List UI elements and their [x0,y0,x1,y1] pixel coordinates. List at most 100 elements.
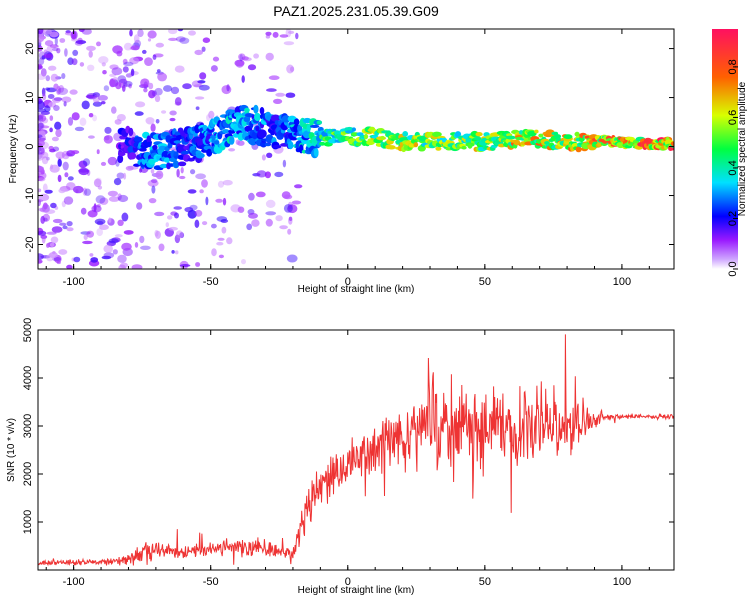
spectrogram-speckle [182,83,192,90]
spectrogram-speckle [174,234,181,244]
spectrogram-speckle [189,204,198,211]
spectrogram-speckle [150,123,156,132]
spectrogram-speckle [137,29,144,38]
spectrogram-speckle [52,47,59,52]
spectrogram-speckle [56,47,61,54]
spectrogram-speckle [283,204,293,213]
spectrogram-speckle [197,80,206,84]
spectrogram-speckle [81,100,90,110]
spectrogram-speckle [283,194,293,200]
colorbar-label: Normalized spectral amplitude [737,81,748,216]
spectrogram-speckle [180,167,184,174]
spectrogram-speckle [92,101,102,107]
spectrogram-blob [538,133,544,138]
spectrogram-speckle [256,170,267,178]
spectrogram-speckle [94,218,106,225]
spectrogram-speckle [109,64,119,70]
spectrogram-speckle [179,37,190,44]
spectrogram-speckle [234,59,245,67]
spectrogram-speckle [157,72,168,82]
figure-title: PAZ1.2025.231.05.39.G09 [273,3,439,19]
spectrogram-speckle [247,64,257,71]
spectrogram-speckle [102,70,107,75]
spectrogram-speckle [123,80,133,87]
spectrogram-speckle [190,169,196,175]
spectrogram-speckle [121,212,129,222]
spectrogram-speckle [38,42,42,50]
spectrogram-speckle [275,92,286,97]
spectrogram-speckle [74,40,83,46]
spectrogram-speckle [115,82,122,90]
spectrogram-blob [148,158,156,165]
spectrogram-speckle [221,85,232,95]
spectrogram-speckle [123,172,127,180]
spectrogram-speckle [78,167,90,176]
spectrogram-speckle [54,36,58,46]
spectrogram-speckle [48,65,57,71]
spectrogram-speckle [139,235,145,244]
spectrogram-speckle [139,168,143,173]
spectrogram-speckle [78,160,88,169]
spectrogram-speckle [286,254,298,263]
spectrogram-blob [163,157,171,163]
spectrogram-speckle [226,237,233,245]
spectrogram-speckle [221,226,227,234]
spectrogram-speckle [62,225,68,230]
spectrogram-speckle [103,252,115,259]
spectrogram-speckle [38,121,45,131]
spectrogram-blob [355,142,362,147]
spectrogram-speckle [96,228,103,237]
spectrogram-speckle [38,122,44,130]
spectrogram-speckle [72,185,84,194]
spectrogram-speckle [174,250,179,255]
spectrogram-speckle [163,85,173,92]
spectrogram-speckle [123,230,134,235]
colorbar: 0.0 0.2 0.4 0.6 0.8 Normalized spectral ampl… [712,29,748,277]
spectrogram-speckle [241,259,246,265]
spectrogram-xlabel: Height of straight line (km) [298,284,415,295]
spectrogram-speckle [118,78,128,85]
spectrogram-speckle [151,178,158,184]
x-tick-label: 0 [345,276,351,288]
spectrogram-blob [363,133,369,140]
spectrogram-speckle [38,115,44,122]
spectrogram-speckle [108,238,119,244]
spectrogram-speckle [38,207,46,212]
spectrogram-speckle [154,211,165,217]
spectrogram-speckle [64,172,69,178]
spectrogram-speckle [177,29,184,32]
spectrogram-speckle [40,147,45,156]
spectrogram-blob [270,114,281,122]
spectrogram-speckle [91,205,102,213]
spectrogram-speckle [103,244,113,253]
spectrogram-speckle [107,156,118,166]
spectrogram-speckle [48,145,54,151]
spectrogram-speckle [199,72,207,80]
spectrogram-blob [306,124,311,132]
spectrogram-speckle [90,257,99,263]
spectrogram-speckle [45,75,50,82]
spectrogram-speckle [217,237,225,241]
spectrogram-blob [172,160,180,169]
spectrogram-speckle [86,230,94,238]
spectrogram-speckle [279,34,289,38]
spectrogram-blob [467,143,473,149]
spectrogram-blob [139,148,147,152]
spectrogram-speckle [59,222,67,226]
spectrogram-blob [475,132,483,137]
spectrogram-blob [173,140,182,144]
spectrogram-speckle [175,36,186,42]
spectrogram-blob [432,131,442,137]
spectrogram-speckle [111,67,123,76]
spectrogram-speckle [38,108,47,113]
spectrogram-speckle [42,183,48,192]
spectrogram-speckle [288,30,295,34]
spectrogram-speckle [285,92,296,98]
spectrogram-speckle [52,146,60,152]
x-tick-label: -50 [203,276,219,288]
x-tick-label: 50 [479,276,491,288]
spectrogram-speckle [114,119,122,125]
spectrogram-speckle [54,121,62,130]
